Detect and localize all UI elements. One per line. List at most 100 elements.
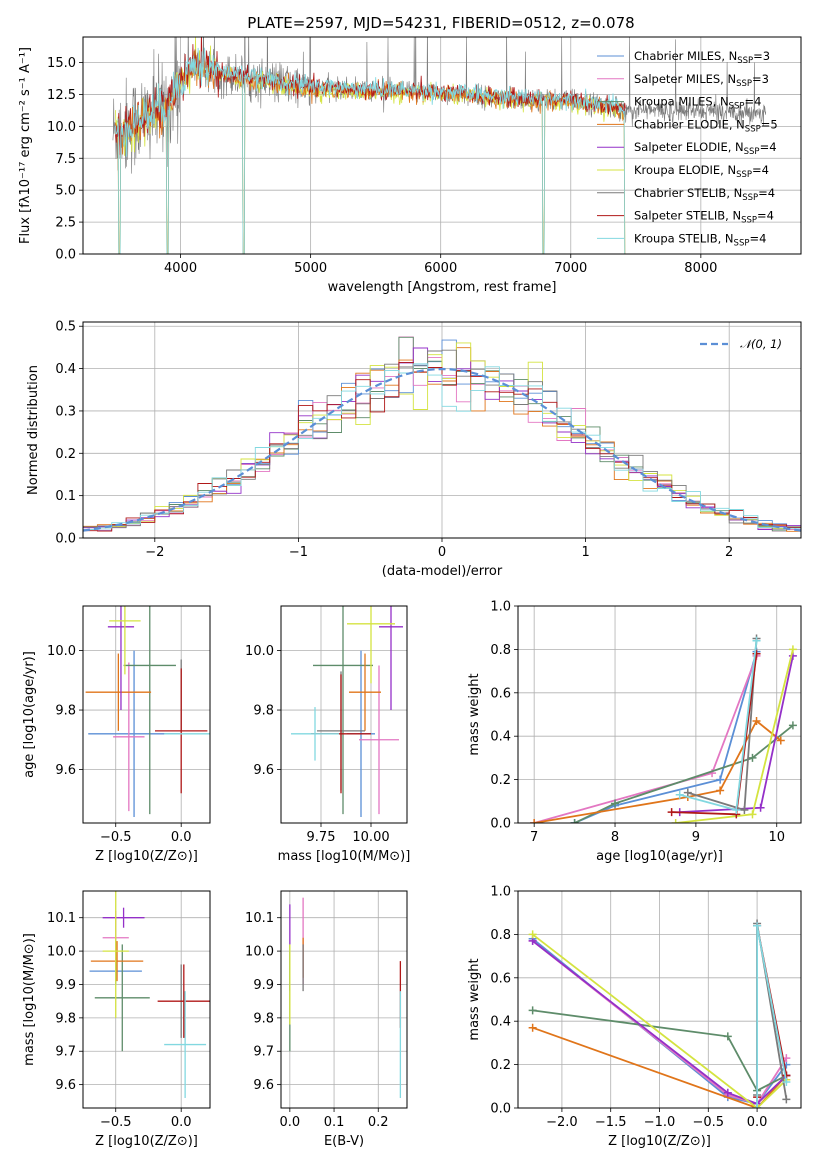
x-tick-label: 0.0 xyxy=(171,830,192,845)
x-tick-label: 0 xyxy=(438,545,446,560)
errorbar-kroupa_miles xyxy=(123,606,176,815)
marker-kroupa_stelib xyxy=(675,790,684,799)
marker-kroupa_miles xyxy=(748,753,757,762)
histogram-kroupa_stelib xyxy=(83,363,801,530)
marker-chabrier_elodie xyxy=(528,1023,537,1032)
y-tick-label: 9.7 xyxy=(253,1045,274,1060)
y-tick-label: 0.1 xyxy=(55,489,76,504)
marker-chabrier_elodie xyxy=(530,819,539,823)
y-tick-label: 0.4 xyxy=(490,1015,511,1030)
errorbar-kroupa_elodie xyxy=(102,891,129,1018)
x-tick-label: 0.1 xyxy=(324,1115,345,1130)
marker-kroupa_miles xyxy=(570,819,579,823)
x-tick-label: −1.0 xyxy=(644,1115,676,1130)
panel-massweight-vs-age: 7 8 9 10 0.0 0.2 0.4 0.6 0.8 1.0 age [log10(age/yr… xyxy=(467,600,802,864)
marker-kroupa_elodie xyxy=(788,645,797,654)
x-tick-label: 7000 xyxy=(554,261,587,276)
errorbar-chabrier_elodie xyxy=(90,941,144,982)
marker-chabrier_stelib xyxy=(782,1095,791,1104)
x-tick-label: 0.2 xyxy=(368,1115,389,1130)
y-tick-label: 0.4 xyxy=(55,362,76,377)
grid xyxy=(281,891,407,1108)
errorbar-salpeter_elodie xyxy=(102,907,145,928)
series-kroupa_stelib xyxy=(679,640,758,812)
x-tick-label: −1 xyxy=(289,545,308,560)
x-axis-label: Z [log10(Z/Z⊙)] xyxy=(95,849,198,864)
x-axis-label: E(B-V) xyxy=(324,1134,364,1149)
panel-mass-vs-Z: −0.5 0.0 9.6 9.7 9.8 9.9 10.0 10.1 Z [log10(Z/Z⊙… xyxy=(22,890,211,1149)
panel-residuals: −2 −1 0 1 2 0.0 0.1 0.2 0.3 0.4 0.5 (data-model)/er… xyxy=(26,320,802,579)
legend-label: Kroupa STELIB, NSSP=4 xyxy=(634,231,766,248)
x-tick-label: 4000 xyxy=(164,261,197,276)
x-tick-label: 1 xyxy=(581,545,589,560)
y-axis-label: mass weight xyxy=(467,958,482,1040)
y-axis-label: mass [log10(M/M⊙)] xyxy=(22,933,37,1066)
y-tick-label: 7.5 xyxy=(55,152,76,167)
errorbar-kroupa_elodie xyxy=(109,606,141,675)
plot-area xyxy=(291,606,403,818)
y-tick-label: 9.6 xyxy=(55,763,76,778)
y-tick-label: 1.0 xyxy=(490,600,511,615)
axes-frame xyxy=(517,605,802,824)
marker-chabrier_stelib xyxy=(683,788,692,797)
marker-kroupa_miles xyxy=(528,1006,537,1015)
marker-chabrier_stelib xyxy=(740,805,749,814)
errorbar-salpeter_miles xyxy=(113,662,145,812)
legend-label: Salpeter ELODIE, NSSP=4 xyxy=(634,140,777,157)
y-tick-label: 10.1 xyxy=(47,911,76,926)
errorbar-kroupa_stelib xyxy=(164,991,207,1098)
plot-area xyxy=(85,606,210,818)
x-axis-label: Z [log10(Z/Z⊙)] xyxy=(95,1134,198,1149)
marker-chabrier_miles xyxy=(716,775,725,784)
series-kroupa_miles xyxy=(532,1009,787,1092)
y-tick-label: 10.0 xyxy=(47,644,76,659)
grid xyxy=(83,891,210,1108)
x-tick-label: 0.0 xyxy=(279,1115,300,1130)
y-axis-label: age [log10(age/yr)] xyxy=(22,651,37,778)
x-tick-label: −2 xyxy=(145,545,164,560)
errorbar-kroupa_miles xyxy=(94,944,150,1052)
legend-label: Chabrier ELODIE, NSSP=5 xyxy=(634,117,778,134)
y-tick-label: 0.3 xyxy=(55,404,76,419)
y-tick-label: 0.4 xyxy=(490,730,511,745)
grid xyxy=(281,606,407,823)
axes-frame xyxy=(82,605,211,824)
marker-kroupa_stelib xyxy=(752,636,761,645)
y-tick-label: 9.8 xyxy=(55,704,76,719)
plot-area xyxy=(530,634,797,823)
x-tick-label: −0.5 xyxy=(100,830,132,845)
y-tick-label: 0.8 xyxy=(490,643,511,658)
marker-chabrier_elodie xyxy=(776,736,785,745)
plot-area xyxy=(528,919,791,1108)
y-tick-label: 10.0 xyxy=(245,945,274,960)
legend-label: Chabrier MILES, NSSP=3 xyxy=(634,49,770,66)
y-axis-label: Normed distribution xyxy=(26,365,41,495)
axes-frame xyxy=(82,890,211,1109)
y-tick-label: 0.0 xyxy=(55,248,76,263)
errorbar-salpeter_elodie xyxy=(107,606,135,711)
errorbar-salpeter_miles xyxy=(359,665,399,815)
y-tick-label: 0.8 xyxy=(490,928,511,943)
y-tick-label: 1.0 xyxy=(490,885,511,900)
y-axis-label: Flux [fλ10⁻¹⁷ erg cm⁻² s⁻¹ A⁻¹] xyxy=(18,47,33,244)
plot-area xyxy=(289,897,402,1098)
x-tick-label: 7 xyxy=(530,830,538,845)
y-axis-label: mass weight xyxy=(467,673,482,755)
errorbar-chabrier_elodie xyxy=(349,653,381,731)
axes-frame xyxy=(82,321,802,539)
x-axis-label: mass [log10(M/M⊙)] xyxy=(278,849,411,864)
errorbar-chabrier_elodie xyxy=(85,653,152,731)
x-tick-label: 9 xyxy=(692,830,700,845)
legend-label: Chabrier STELIB, NSSP=4 xyxy=(634,186,775,203)
y-tick-label: 10.0 xyxy=(47,120,76,135)
legend-label: Kroupa MILES, NSSP=4 xyxy=(634,95,761,112)
legend: 𝒩(0, 1) xyxy=(700,337,782,351)
errorbar-salpeter_stelib xyxy=(157,964,210,1038)
marker-salpeter_elodie xyxy=(756,803,765,812)
marker-kroupa_elodie xyxy=(671,819,680,823)
x-tick-label: 8000 xyxy=(684,261,717,276)
y-tick-label: 9.7 xyxy=(55,1045,76,1060)
marker-kroupa_miles xyxy=(723,1032,732,1041)
plot-area xyxy=(83,336,801,532)
y-tick-label: 0.2 xyxy=(490,773,511,788)
